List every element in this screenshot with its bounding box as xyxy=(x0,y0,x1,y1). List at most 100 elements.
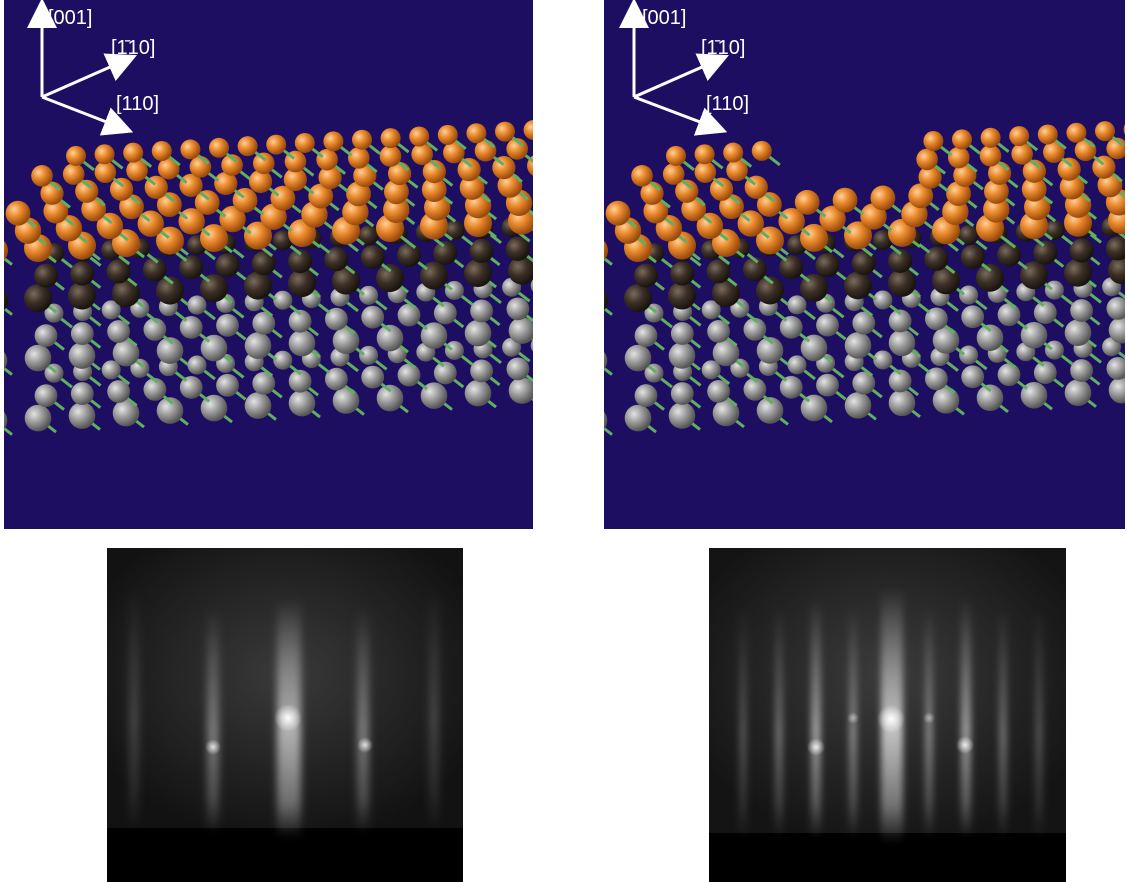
substrate-atom xyxy=(156,337,184,364)
rheed-spot xyxy=(357,737,373,753)
substrate-atom xyxy=(34,324,58,348)
substrate-atom xyxy=(470,359,493,383)
surface-atom xyxy=(209,137,229,158)
substrate-atom xyxy=(508,317,533,344)
substrate-atom xyxy=(444,280,464,300)
surface-atom xyxy=(675,179,699,203)
substrate-atom xyxy=(1020,321,1048,349)
rheed-streaks xyxy=(129,588,439,838)
substrate-atom xyxy=(976,384,1004,412)
substrate-atom xyxy=(530,339,533,352)
rheed-streak xyxy=(429,588,439,828)
substrate-atom xyxy=(4,351,8,370)
surface-atom xyxy=(474,139,497,162)
surface-atom xyxy=(794,189,820,215)
interface-atom xyxy=(670,261,695,286)
surface-atom xyxy=(157,157,180,180)
substrate-atom xyxy=(712,399,740,427)
interface-atom xyxy=(960,244,985,269)
surface-atom xyxy=(923,131,944,152)
substrate-atom xyxy=(433,361,457,385)
surface-atom xyxy=(984,179,1009,204)
surface-atom xyxy=(662,163,685,185)
surface-atom xyxy=(294,132,315,153)
surface-atom xyxy=(457,158,481,182)
rheed-streak xyxy=(1035,608,1043,838)
axis-110-label: [110] xyxy=(706,93,749,115)
substrate-atom xyxy=(925,307,948,331)
substrate-atom xyxy=(1020,381,1048,409)
rheed-spot xyxy=(807,738,825,756)
surface-atom xyxy=(694,161,717,183)
interface-atom xyxy=(469,238,494,263)
rheed-streak xyxy=(775,608,783,838)
interface-atom xyxy=(215,253,240,278)
surface-atom xyxy=(953,163,977,187)
substrate-atom xyxy=(959,345,979,365)
surface-atom xyxy=(283,167,307,192)
interface-atom xyxy=(888,248,913,273)
substrate-atom xyxy=(244,392,272,419)
surface-atom xyxy=(316,148,338,171)
substrate-atom xyxy=(844,392,872,419)
right-rheed-pattern xyxy=(709,548,1066,882)
left-rheed-pattern xyxy=(107,548,463,882)
bond xyxy=(604,306,613,316)
surface-atom xyxy=(918,165,942,189)
substrate-atom xyxy=(70,382,94,405)
substrate-atom xyxy=(932,327,960,354)
interface-atom xyxy=(872,229,893,250)
substrate-atom xyxy=(101,300,121,320)
substrate-atom xyxy=(1070,299,1093,322)
axis-1bar10-arrow xyxy=(633,53,729,99)
interface-atom xyxy=(505,236,530,261)
substrate-atom xyxy=(852,311,876,335)
substrate-atom xyxy=(325,307,348,331)
substrate-atom xyxy=(470,299,493,323)
substrate-atom xyxy=(888,309,912,333)
interface-atom xyxy=(68,281,96,310)
substrate-atom xyxy=(888,369,912,393)
bond xyxy=(4,256,13,266)
substrate-atom xyxy=(130,358,150,378)
surface-atom xyxy=(1022,159,1046,183)
substrate-atom xyxy=(252,371,276,395)
surface-atom xyxy=(126,159,148,182)
substrate-atom xyxy=(873,350,893,370)
right-atom-lattice xyxy=(604,121,1125,436)
substrate-atom xyxy=(707,320,730,343)
interface-atom xyxy=(324,247,349,272)
surface-atom xyxy=(421,177,447,203)
bond xyxy=(604,256,613,266)
surface-atom xyxy=(380,128,401,149)
surface-atom xyxy=(383,196,410,223)
substrate-atom xyxy=(464,319,492,347)
surface-atom xyxy=(1009,126,1030,147)
substrate-atom xyxy=(420,322,448,349)
substrate-atom xyxy=(932,387,960,414)
bond xyxy=(604,426,613,436)
surface-atom xyxy=(946,181,971,206)
surface-atom xyxy=(308,183,334,209)
substrate-atom xyxy=(143,318,167,341)
substrate-atom xyxy=(624,344,652,372)
surface-atom xyxy=(384,179,409,205)
axis-1bar10-label: [1̄10] xyxy=(701,37,745,59)
interface-atom xyxy=(433,240,458,265)
substrate-atom xyxy=(712,339,740,367)
surface-atom xyxy=(443,141,465,164)
substrate-atom xyxy=(1106,357,1125,380)
surface-atom xyxy=(237,136,258,157)
surface-atom xyxy=(723,142,744,163)
surface-atom xyxy=(1043,141,1065,163)
surface-atom xyxy=(214,171,238,196)
surface-atom xyxy=(194,190,220,215)
surface-atom xyxy=(352,129,372,150)
substrate-atom xyxy=(1106,297,1125,320)
surface-atom xyxy=(62,163,85,185)
axis-110-arrow xyxy=(41,95,134,136)
substrate-atom xyxy=(976,324,1004,352)
substrate-atom xyxy=(112,399,140,427)
substrate-atom xyxy=(624,404,652,432)
substrate-atom xyxy=(997,363,1021,387)
